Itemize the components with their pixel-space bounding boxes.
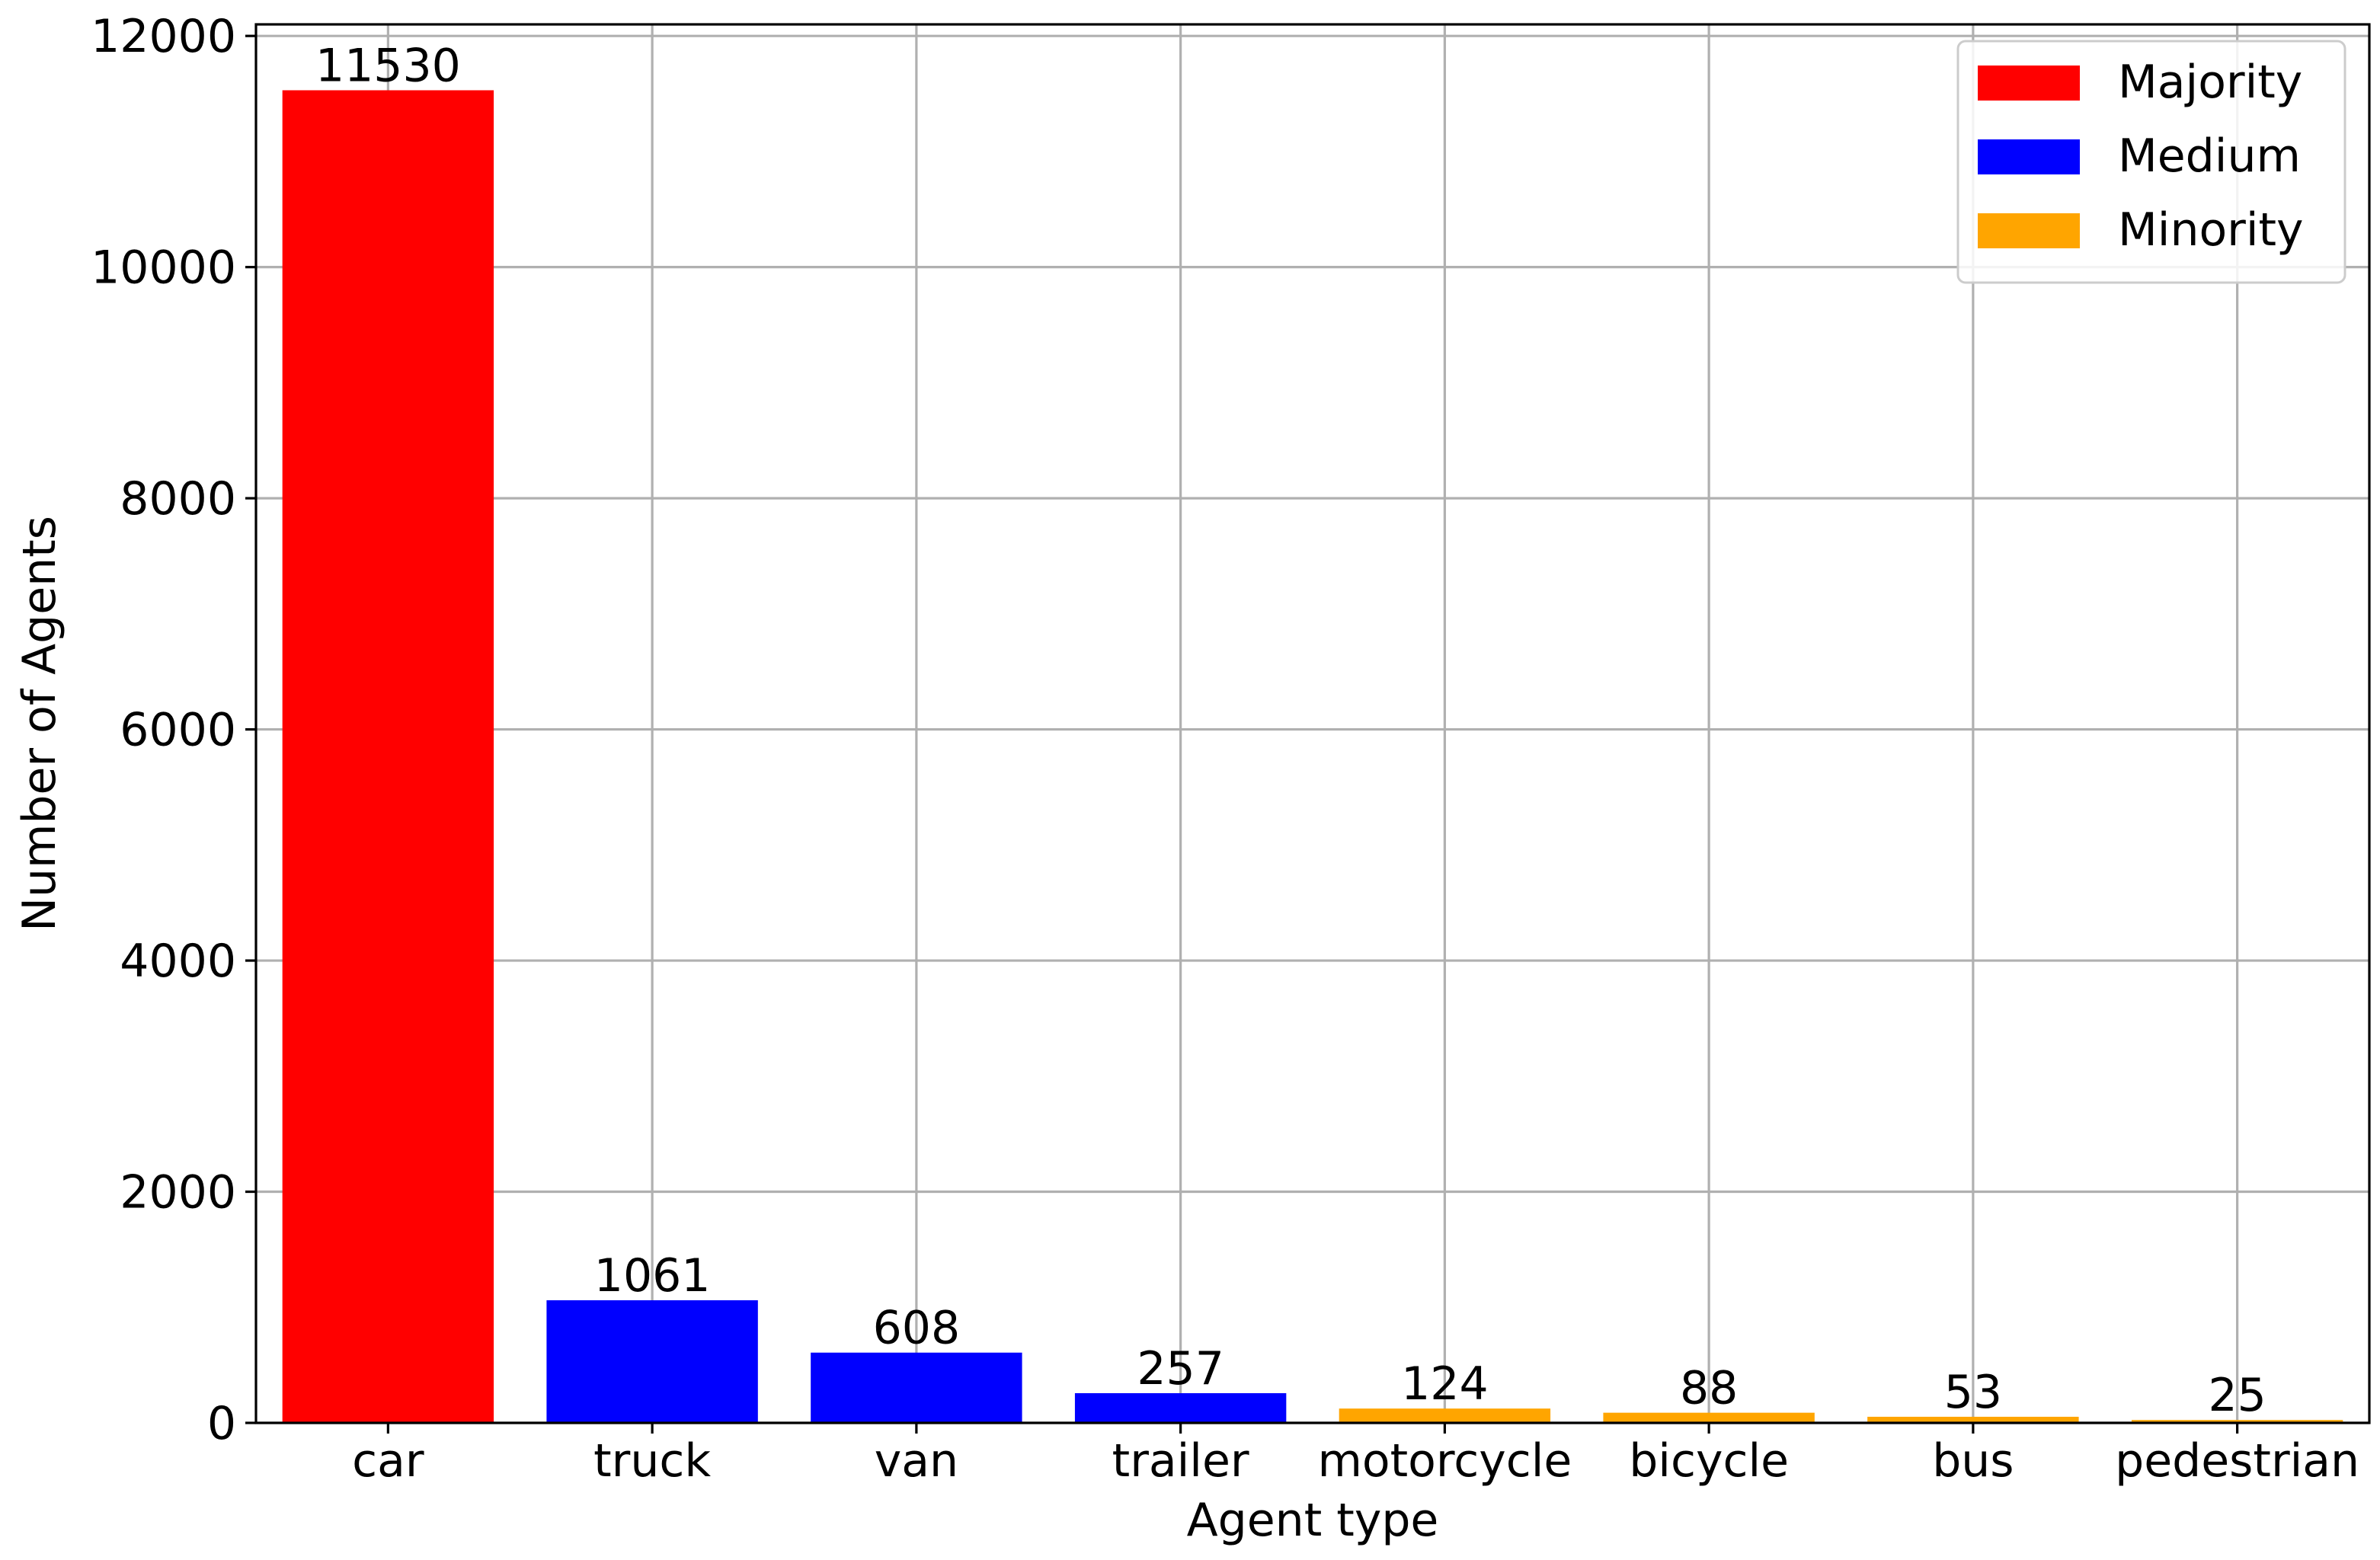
legend-label: Medium (2118, 129, 2301, 183)
bar-bus (1867, 1416, 2079, 1423)
y-tick-label: 0 (207, 1397, 236, 1450)
x-tick-label: motorcycle (1317, 1434, 1572, 1488)
y-axis-ticks: 0 2000 4000 6000 8000 10000 12000 (91, 10, 256, 1450)
bar-value-label: 124 (1401, 1357, 1489, 1411)
bar-bicycle (1603, 1412, 1815, 1423)
bars (282, 90, 2343, 1423)
x-tick-label: car (352, 1434, 424, 1488)
y-tick-label: 2000 (120, 1166, 236, 1220)
legend-swatch-minority (1978, 213, 2080, 248)
x-tick-label: bus (1932, 1434, 2014, 1488)
x-tick-label: trailer (1112, 1434, 1249, 1488)
bar-value-label: 25 (2208, 1369, 2266, 1422)
bar-van (811, 1352, 1022, 1423)
x-tick-label: van (875, 1434, 958, 1488)
bar-pedestrian (2131, 1420, 2343, 1423)
legend-swatch-medium (1978, 139, 2080, 174)
bar-value-label: 1061 (594, 1249, 711, 1303)
y-axis-title: Number of Agents (13, 516, 66, 932)
plot-frame (254, 23, 2371, 1424)
legend-swatch-majority (1978, 66, 2080, 101)
bar-motorcycle (1339, 1408, 1551, 1423)
bar-value-label: 608 (873, 1302, 961, 1355)
bar-value-label: 257 (1137, 1342, 1224, 1395)
bar-truck (546, 1300, 758, 1423)
x-axis-ticks: car truck van trailer motorcycle bicycle bus pe… (352, 1423, 2359, 1488)
bar-value-label: 11530 (315, 39, 461, 92)
y-tick-label: 10000 (91, 241, 236, 295)
y-tick-label: 12000 (91, 10, 236, 63)
bar-trailer (1074, 1393, 1287, 1423)
x-tick-label: bicycle (1629, 1434, 1789, 1488)
bar-value-label: 53 (1944, 1366, 2002, 1419)
y-tick-label: 8000 (120, 472, 236, 526)
x-axis-title: Agent type (1187, 1494, 1439, 1547)
legend-label: Majority (2118, 56, 2302, 109)
x-tick-label: truck (593, 1434, 711, 1488)
y-tick-label: 4000 (120, 935, 236, 988)
bar-value-label: 88 (1680, 1362, 1738, 1415)
x-tick-label: pedestrian (2115, 1434, 2359, 1488)
bar-value-labels: 11530 1061 608 257 124 88 53 25 (315, 39, 2266, 1422)
bar-car (282, 90, 494, 1423)
legend-label: Minority (2118, 203, 2304, 257)
legend: Majority Medium Minority (1956, 40, 2346, 284)
y-tick-label: 6000 (120, 704, 236, 757)
